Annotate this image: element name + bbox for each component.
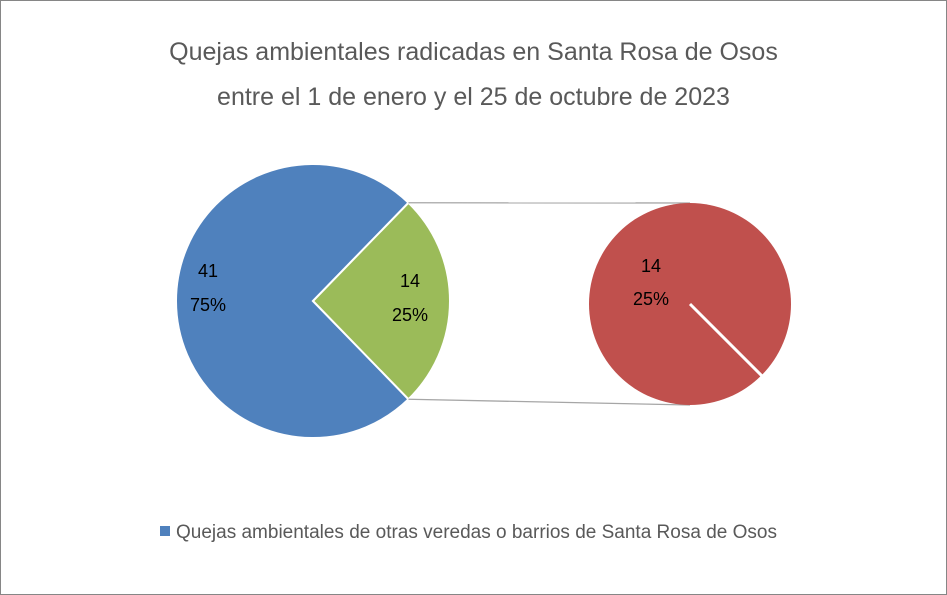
pie-slice (175, 163, 410, 439)
legend-swatch (160, 526, 170, 536)
pie-slice (311, 201, 451, 401)
data-label: 14 (641, 256, 661, 276)
data-label: 25% (392, 305, 428, 325)
legend: Quejas ambientales de otras veredas o ba… (160, 517, 860, 549)
data-label: 14 (400, 271, 420, 291)
connector-line (408, 398, 691, 406)
data-label: 25% (633, 289, 669, 309)
legend-label: Quejas ambientales de otras veredas o ba… (176, 522, 777, 543)
chart-title: Quejas ambientales radicadas en Santa Ro… (169, 38, 778, 111)
data-label: 75% (190, 295, 226, 315)
slice-gap (688, 302, 764, 378)
data-label: 41 (198, 261, 218, 281)
legend-item: Quejas ambientales de otras veredas o ba… (160, 522, 777, 543)
